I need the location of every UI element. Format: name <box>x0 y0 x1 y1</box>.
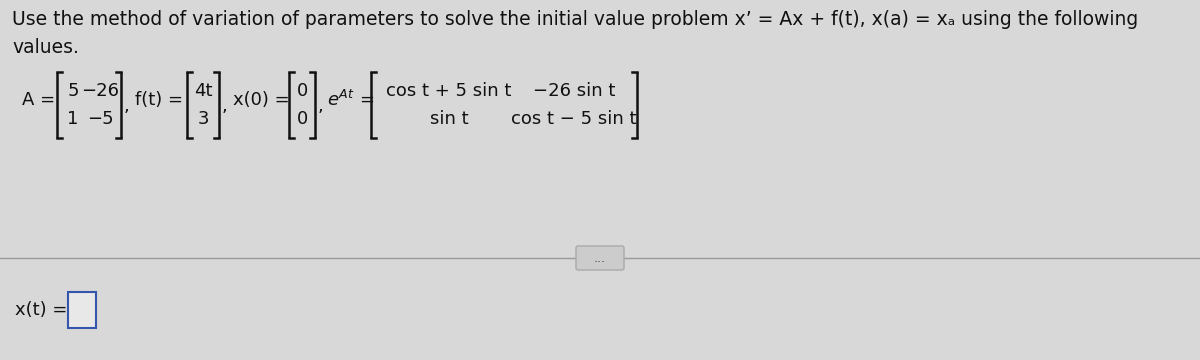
Text: A =: A = <box>22 91 55 109</box>
Text: f(t) =: f(t) = <box>134 91 182 109</box>
Text: cos t + 5 sin t: cos t + 5 sin t <box>386 82 511 100</box>
Text: −5: −5 <box>86 110 113 128</box>
Text: 5: 5 <box>67 82 79 100</box>
Text: $e^{At}$: $e^{At}$ <box>326 90 355 110</box>
Text: x(0) =: x(0) = <box>233 91 289 109</box>
Text: ,: , <box>124 97 130 115</box>
Text: 0: 0 <box>296 82 307 100</box>
Text: 1: 1 <box>67 110 79 128</box>
Text: ...: ... <box>594 252 606 265</box>
Text: 4t: 4t <box>193 82 212 100</box>
Text: ,: , <box>318 97 324 115</box>
FancyBboxPatch shape <box>576 246 624 270</box>
Text: 3: 3 <box>197 110 209 128</box>
Bar <box>68 292 96 328</box>
Text: Use the method of variation of parameters to solve the initial value problem x’ : Use the method of variation of parameter… <box>12 10 1139 29</box>
Text: 0: 0 <box>296 110 307 128</box>
Text: values.: values. <box>12 38 79 57</box>
Text: x(t) =: x(t) = <box>14 301 67 319</box>
Text: =: = <box>359 91 374 109</box>
Text: −26: −26 <box>82 82 119 100</box>
Text: −26 sin t: −26 sin t <box>533 82 616 100</box>
Text: ,: , <box>222 97 228 115</box>
Text: cos t − 5 sin t: cos t − 5 sin t <box>511 110 637 128</box>
Text: sin t: sin t <box>430 110 468 128</box>
